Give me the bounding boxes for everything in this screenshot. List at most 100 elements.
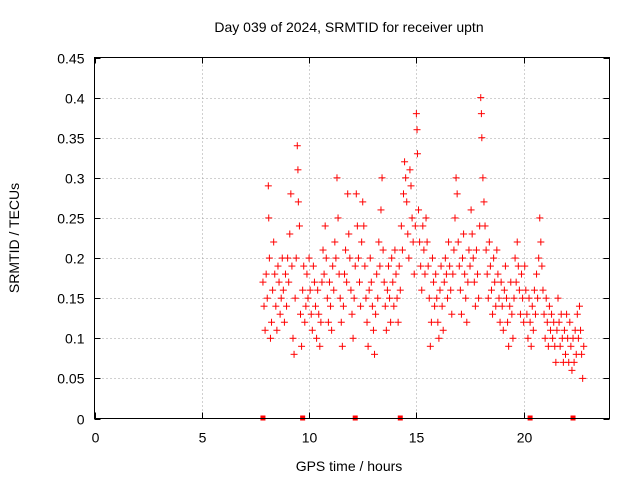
data-point bbox=[510, 294, 518, 302]
data-point bbox=[467, 206, 475, 214]
data-point bbox=[555, 318, 563, 326]
data-point bbox=[441, 254, 449, 262]
data-point bbox=[289, 334, 297, 342]
data-point bbox=[288, 262, 296, 270]
data-point bbox=[286, 230, 294, 238]
data-point bbox=[394, 318, 402, 326]
data-point bbox=[413, 126, 421, 134]
x-tick-label: 15 bbox=[409, 430, 425, 446]
data-point bbox=[508, 310, 516, 318]
data-point bbox=[280, 318, 288, 326]
data-point bbox=[511, 254, 519, 262]
data-point bbox=[412, 110, 420, 118]
data-point bbox=[499, 326, 507, 334]
data-point bbox=[531, 310, 539, 318]
chart-title: Day 039 of 2024, SRMTID for receiver upt… bbox=[214, 19, 483, 35]
data-point bbox=[498, 302, 506, 310]
data-point bbox=[402, 174, 410, 182]
data-point bbox=[494, 270, 502, 278]
data-point bbox=[309, 262, 317, 270]
data-point bbox=[357, 302, 365, 310]
data-point bbox=[431, 302, 439, 310]
data-point bbox=[336, 294, 344, 302]
data-point bbox=[438, 302, 446, 310]
x-tick-label: 10 bbox=[302, 430, 318, 446]
data-point bbox=[469, 254, 477, 262]
data-point bbox=[322, 254, 330, 262]
data-point bbox=[315, 310, 323, 318]
data-point bbox=[553, 326, 561, 334]
data-point bbox=[504, 318, 512, 326]
data-point bbox=[525, 294, 533, 302]
data-point bbox=[456, 286, 464, 294]
data-point bbox=[484, 294, 492, 302]
data-point bbox=[347, 286, 355, 294]
data-point bbox=[526, 318, 534, 326]
data-point bbox=[302, 302, 310, 310]
data-point bbox=[542, 294, 550, 302]
data-point bbox=[398, 246, 406, 254]
data-point bbox=[307, 310, 315, 318]
data-point bbox=[448, 310, 456, 318]
data-point bbox=[423, 238, 431, 246]
data-point bbox=[579, 374, 587, 382]
data-point bbox=[301, 318, 309, 326]
data-point bbox=[401, 158, 409, 166]
data-point bbox=[541, 334, 549, 342]
x-axis-title: GPS time / hours bbox=[296, 458, 403, 474]
data-point bbox=[453, 190, 461, 198]
data-point bbox=[460, 230, 468, 238]
data-point bbox=[495, 294, 503, 302]
data-point bbox=[524, 334, 532, 342]
data-point bbox=[518, 270, 526, 278]
data-point bbox=[432, 270, 440, 278]
data-point bbox=[397, 222, 405, 230]
data-point bbox=[314, 286, 322, 294]
data-point bbox=[337, 318, 345, 326]
data-point bbox=[351, 262, 359, 270]
data-point bbox=[465, 246, 473, 254]
data-point bbox=[265, 254, 273, 262]
data-point bbox=[375, 238, 383, 246]
data-point bbox=[544, 342, 552, 350]
data-point bbox=[338, 342, 346, 350]
data-point bbox=[377, 206, 385, 214]
y-tick-labels: 0 0.05 0.1 0.15 0.2 0.25 0.3 0.35 0.4 0.45 bbox=[57, 51, 84, 428]
data-point bbox=[379, 246, 387, 254]
data-point bbox=[426, 342, 434, 350]
data-point bbox=[372, 310, 380, 318]
data-point bbox=[439, 326, 447, 334]
data-point bbox=[554, 294, 562, 302]
data-point bbox=[332, 254, 340, 262]
y-tick-label: 0.15 bbox=[57, 291, 84, 307]
data-point bbox=[514, 262, 522, 270]
data-point bbox=[353, 222, 361, 230]
data-point bbox=[536, 214, 544, 222]
data-point bbox=[345, 230, 353, 238]
data-point bbox=[339, 302, 347, 310]
data-point bbox=[367, 278, 375, 286]
data-point bbox=[454, 238, 462, 246]
data-point bbox=[416, 238, 424, 246]
data-point bbox=[446, 262, 454, 270]
data-point bbox=[388, 254, 396, 262]
data-point bbox=[516, 310, 524, 318]
y-tick-label: 0.2 bbox=[65, 251, 85, 267]
data-point bbox=[363, 318, 371, 326]
data-point bbox=[434, 318, 442, 326]
data-point bbox=[427, 318, 435, 326]
data-point bbox=[291, 294, 299, 302]
data-point bbox=[281, 270, 289, 278]
data-point bbox=[513, 238, 521, 246]
data-point bbox=[418, 286, 426, 294]
data-point bbox=[294, 198, 302, 206]
data-point bbox=[447, 286, 455, 294]
data-point bbox=[466, 262, 474, 270]
data-point bbox=[380, 278, 388, 286]
data-point bbox=[471, 302, 479, 310]
data-point bbox=[486, 262, 494, 270]
data-point bbox=[273, 326, 281, 334]
data-point bbox=[340, 270, 348, 278]
data-point bbox=[433, 294, 441, 302]
data-point bbox=[354, 254, 362, 262]
